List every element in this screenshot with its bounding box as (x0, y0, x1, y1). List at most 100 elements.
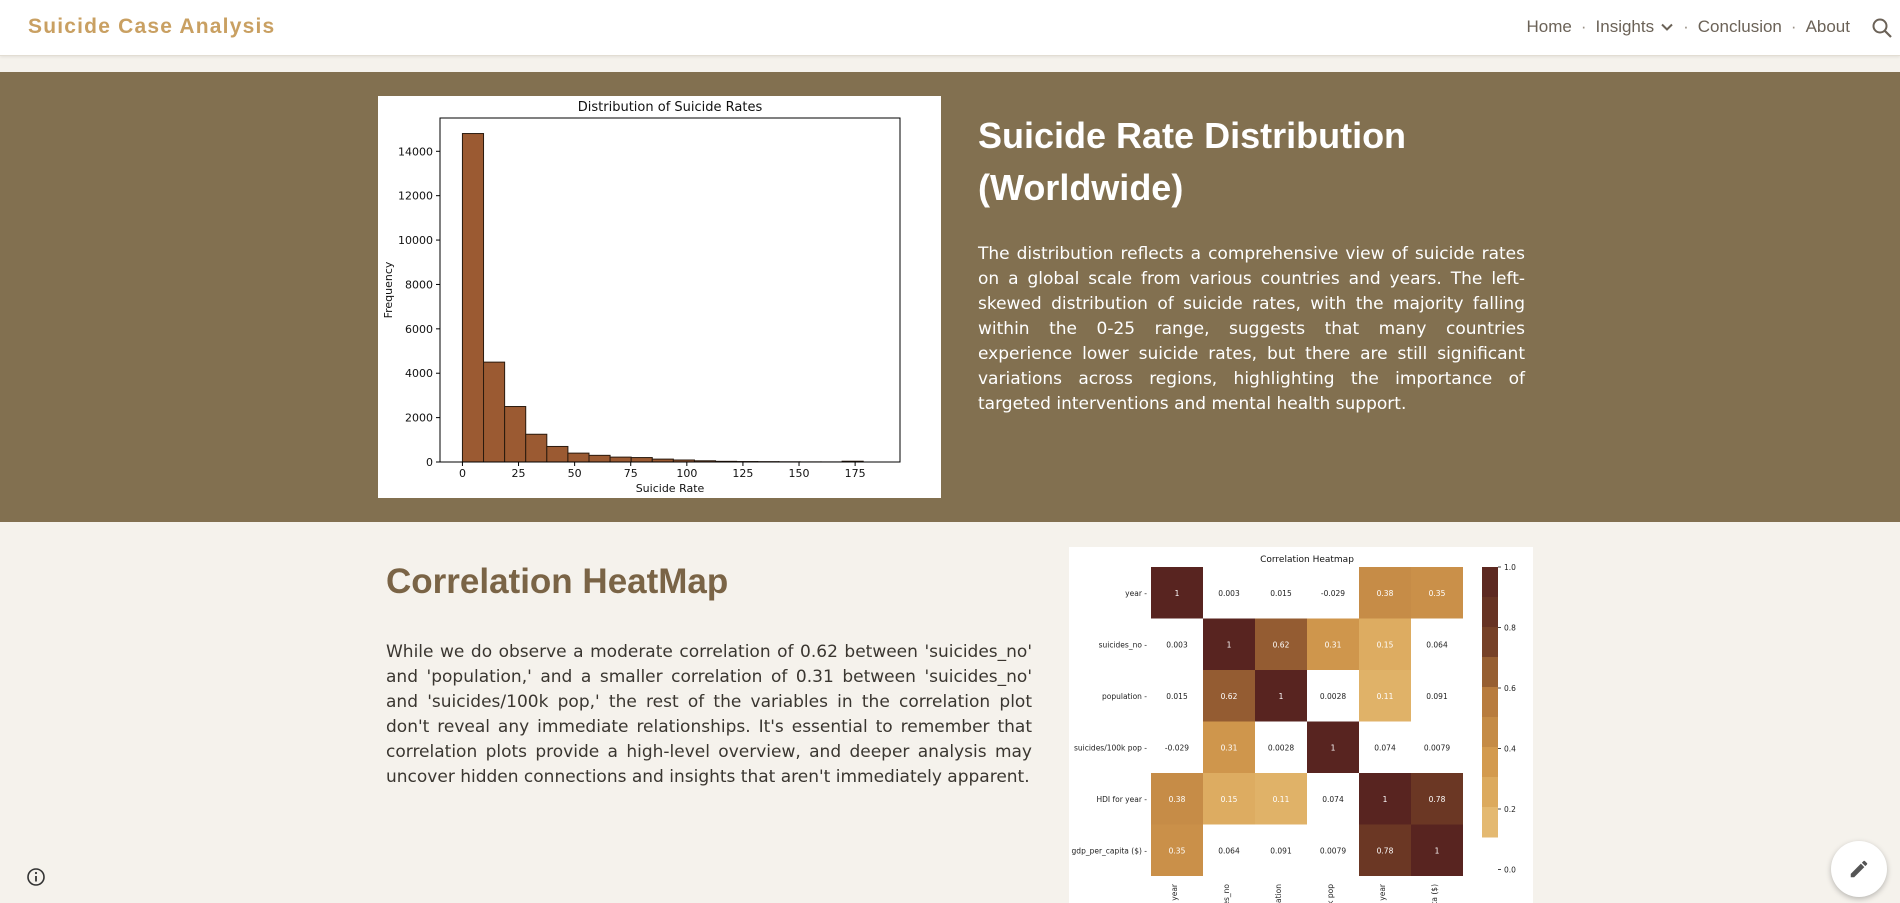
histogram-card: Distribution of Suicide Rates 0 25 50 75 100 1… (378, 96, 941, 498)
x-tick-label: 25 (512, 467, 526, 480)
heatmap-cell (1307, 721, 1359, 773)
heatmap-card: Correlation Heatmap 1 0.003 0.015 -0.029 0.38… (1069, 547, 1533, 903)
search-icon[interactable] (1870, 16, 1894, 40)
heatmap-row-label: suicides/100k pop - (1074, 743, 1147, 752)
heatmap-cell-value: 1 (1435, 846, 1440, 855)
heatmap-cell-value: 0.074 (1374, 743, 1396, 752)
edit-button[interactable] (1831, 841, 1887, 897)
nav-conclusion[interactable]: Conclusion (1697, 17, 1782, 36)
colorbar-segment (1482, 657, 1498, 688)
heatmap-cell (1359, 670, 1411, 722)
y-tick-label: 2000 (405, 412, 433, 425)
x-tick-label: 100 (676, 467, 697, 480)
heatmap-row-label: gdp_per_capita ($) - (1072, 846, 1148, 855)
heatmap-cell-value: 1 (1331, 743, 1336, 752)
heatmap-cell-value: 1 (1383, 795, 1388, 804)
site-title[interactable]: Suicide Case Analysis (28, 15, 276, 38)
heatmap-cell (1203, 773, 1255, 825)
x-tick-label: 0 (459, 467, 466, 480)
colorbar-tick-label: 0.0 (1504, 866, 1516, 875)
hero-description: The distribution reflects a comprehensiv… (978, 244, 1525, 414)
colorbar-segment (1482, 807, 1498, 838)
colorbar-tick-label: 1.0 (1504, 563, 1516, 572)
nav-home[interactable]: Home (1526, 17, 1572, 36)
heatmap-cell-value: 1 (1279, 692, 1284, 701)
heatmap-cell (1411, 824, 1463, 876)
nav-about[interactable]: About (1805, 17, 1850, 36)
heatmap-cell (1411, 773, 1463, 825)
colorbar-segment (1482, 627, 1498, 658)
histogram-bar (483, 361, 506, 463)
nav-insights[interactable]: Insights (1596, 17, 1675, 37)
heatmap-title: Correlation Heatmap (1260, 555, 1354, 565)
colorbar-segment (1482, 597, 1498, 628)
hero-title: Suicide Rate Distribution (Worldwide) (978, 115, 1407, 208)
correlation-title: Correlation HeatMap (386, 562, 729, 601)
colorbar-segment (1482, 687, 1498, 718)
histogram-bar (546, 445, 569, 463)
main-nav: Home · Insights · Conclusion · About (1526, 17, 1850, 37)
heatmap-cell (1359, 773, 1411, 825)
heatmap-cell (1255, 670, 1307, 722)
heatmap-cell-value: 0.003 (1166, 640, 1188, 649)
histogram-bar (525, 433, 548, 463)
heatmap-cell-value: 0.11 (1273, 795, 1290, 804)
heatmap-cell-value: 0.11 (1377, 692, 1394, 701)
colorbar-segment (1482, 717, 1498, 748)
x-axis-label: Suicide Rate (636, 482, 705, 495)
heatmap-cell-value: 0.35 (1429, 589, 1446, 598)
y-tick-label: 12000 (398, 190, 433, 203)
top-navigation-bar: Suicide Case Analysis Home · Insights · … (0, 0, 1900, 56)
heatmap-cell-value: -0.029 (1165, 743, 1189, 752)
heatmap-col-label: year (1170, 883, 1179, 901)
nav-separator: · (1580, 17, 1587, 36)
heatmap-cell-value: 0.003 (1218, 589, 1240, 598)
heatmap-cell-value: 0.38 (1377, 589, 1394, 598)
info-icon[interactable] (26, 867, 46, 887)
y-tick-label: 14000 (398, 145, 433, 158)
colorbar-tick-label: 0.8 (1504, 624, 1516, 633)
correlation-description: While we do observe a moderate correlati… (386, 642, 1032, 787)
nav-separator: · (1683, 17, 1689, 36)
pencil-icon (1850, 860, 1868, 878)
heatmap-cell-value: 0.0028 (1320, 692, 1346, 701)
nav-insights-label: Insights (1595, 17, 1655, 36)
heatmap-row-label: suicides_no - (1099, 640, 1148, 649)
heatmap-cell-value: 0.62 (1273, 640, 1290, 649)
heatmap-cell-value: 0.074 (1322, 795, 1344, 804)
heatmap-cell-value: 0.015 (1270, 589, 1292, 598)
heatmap-col-label: k pop (1326, 884, 1335, 903)
heatmap-cell-value: 0.31 (1221, 743, 1238, 752)
heatmap-col-label: r year (1378, 883, 1387, 903)
colorbar-tick-label: 0.4 (1504, 745, 1516, 754)
heatmap-cell-value: -0.029 (1321, 589, 1345, 598)
heatmap-row-label: year - (1125, 589, 1147, 598)
x-tick-label: 75 (624, 467, 638, 480)
x-tick-label: 125 (732, 467, 753, 480)
heatmap-cell-value: 0.78 (1429, 795, 1446, 804)
colorbar-segment (1482, 747, 1498, 778)
y-tick-label: 8000 (405, 278, 433, 291)
heatmap-cell (1359, 618, 1411, 670)
colorbar-tick-label: 0.6 (1504, 684, 1516, 693)
heatmap-cell-value: 0.31 (1325, 640, 1342, 649)
heatmap-col-label: es_no (1222, 884, 1231, 903)
x-tick-label: 150 (789, 467, 810, 480)
heatmap-cell-value: 0.15 (1377, 640, 1394, 649)
x-tick-label: 175 (845, 467, 866, 480)
heatmap-cell-value: 0.0079 (1320, 846, 1346, 855)
y-axis-label: Frequency (382, 261, 395, 318)
heatmap-cell-value: 1 (1175, 589, 1180, 598)
heatmap-cell (1411, 567, 1463, 619)
heatmap-cell-value: 1 (1227, 640, 1232, 649)
hero-band (0, 72, 1900, 522)
heatmap-cell (1359, 824, 1411, 876)
heatmap-cell-value: 0.35 (1169, 846, 1186, 855)
x-tick-label: 50 (568, 467, 582, 480)
histogram-bar (630, 457, 653, 463)
y-tick-label: 6000 (405, 323, 433, 336)
heatmap-cell-value: 0.15 (1221, 795, 1238, 804)
chevron-down-icon (1661, 23, 1673, 31)
heatmap-cell-value: 0.091 (1426, 692, 1448, 701)
heatmap-cell (1255, 618, 1307, 670)
